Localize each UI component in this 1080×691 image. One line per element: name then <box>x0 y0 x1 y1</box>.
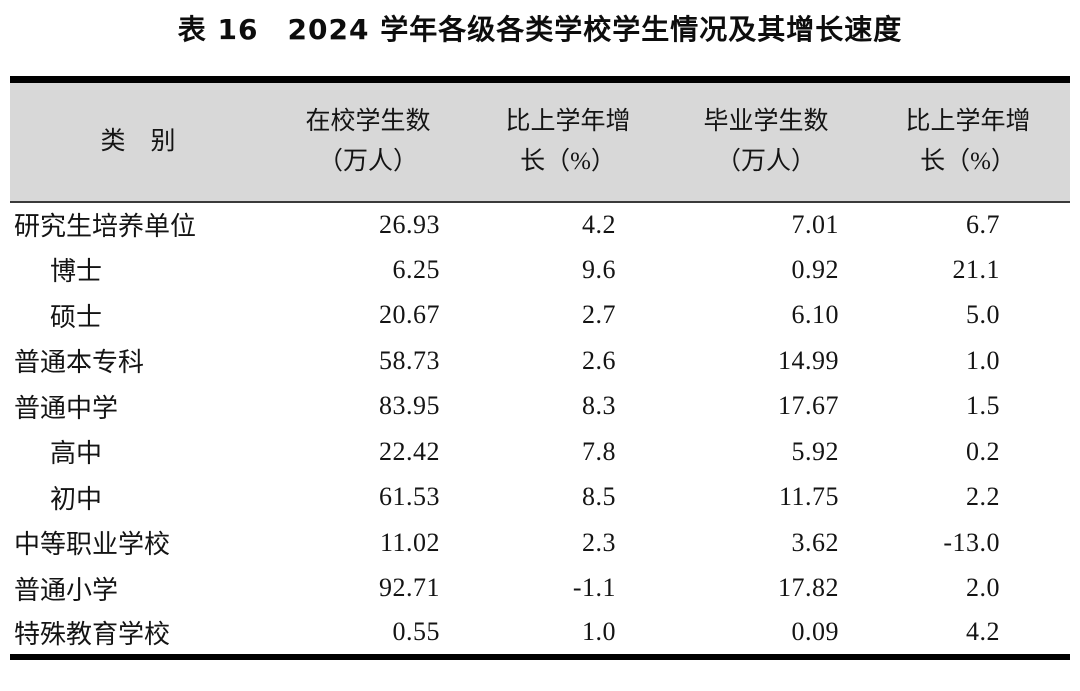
enrolled-growth-cell: 2.6 <box>582 345 616 375</box>
graduates-growth-cell: 2.0 <box>966 573 1000 603</box>
table-container: 类 别 在校学生数 （万人） 比上学年增 长（%） 毕业学生数 （万人） <box>10 76 1070 660</box>
category-cell: 初中 <box>50 484 103 514</box>
graduates-growth-cell: 21.1 <box>952 254 1000 284</box>
graduates-growth-cell: 5.0 <box>966 300 1000 330</box>
graduates-growth-cell: -13.0 <box>943 527 1000 557</box>
enrolled-cell: 6.25 <box>392 254 440 284</box>
category-cell: 研究生培养单位 <box>14 212 197 242</box>
students-statistics-table: 类 别 在校学生数 （万人） 比上学年增 长（%） 毕业学生数 （万人） <box>10 76 1070 660</box>
enrolled-growth-cell: 2.3 <box>582 527 616 557</box>
category-cell: 普通本专科 <box>14 348 145 378</box>
enrolled-cell: 58.73 <box>379 345 440 375</box>
enrolled-growth-cell: 7.8 <box>582 436 616 466</box>
graduates-growth-cell: 4.2 <box>966 617 1000 647</box>
graduates-cell: 7.01 <box>791 209 839 239</box>
header-row: 类 别 在校学生数 （万人） 比上学年增 长（%） 毕业学生数 （万人） <box>10 79 1070 203</box>
enrolled-cell: 61.53 <box>379 482 440 512</box>
category-cell: 普通小学 <box>14 575 119 605</box>
enrolled-growth-cell: -1.1 <box>572 573 616 603</box>
graduates-cell: 17.82 <box>778 573 839 603</box>
graduates-cell: 0.09 <box>791 617 839 647</box>
table-row: 硕士 20.67 2.7 6.10 5.0 <box>10 293 1070 339</box>
enrolled-growth-cell: 1.0 <box>582 617 616 647</box>
table-row: 普通小学 92.71 -1.1 17.82 2.0 <box>10 566 1070 612</box>
enrolled-cell: 20.67 <box>379 300 440 330</box>
header-category: 类 别 <box>10 79 266 203</box>
enrolled-growth-cell: 8.3 <box>582 391 616 421</box>
graduates-cell: 17.67 <box>778 391 839 421</box>
table-row: 初中 61.53 8.5 11.75 2.2 <box>10 475 1070 521</box>
enrolled-cell: 83.95 <box>379 391 440 421</box>
table-row: 普通中学 83.95 8.3 17.67 1.5 <box>10 384 1070 430</box>
table-row: 特殊教育学校 0.55 1.0 0.09 4.2 <box>10 611 1070 657</box>
category-cell: 博士 <box>50 257 103 287</box>
graduates-growth-cell: 2.2 <box>966 482 1000 512</box>
table-row: 研究生培养单位 26.93 4.2 7.01 6.7 <box>10 202 1070 248</box>
enrolled-growth-cell: 2.7 <box>582 300 616 330</box>
enrolled-growth-cell: 4.2 <box>582 209 616 239</box>
table-row: 博士 6.25 9.6 0.92 21.1 <box>10 247 1070 293</box>
table-row: 高中 22.42 7.8 5.92 0.2 <box>10 429 1070 475</box>
graduates-cell: 14.99 <box>778 345 839 375</box>
graduates-cell: 5.92 <box>791 436 839 466</box>
category-cell: 高中 <box>50 439 103 469</box>
graduates-growth-cell: 1.0 <box>966 345 1000 375</box>
graduates-cell: 6.10 <box>791 300 839 330</box>
header-category-label: 类 别 <box>100 127 176 155</box>
enrolled-cell: 22.42 <box>379 436 440 466</box>
category-cell: 特殊教育学校 <box>14 619 171 649</box>
graduates-cell: 0.92 <box>791 254 839 284</box>
header-graduates: 毕业学生数 （万人） <box>666 79 866 203</box>
graduates-cell: 11.75 <box>778 482 839 512</box>
enrolled-growth-cell: 9.6 <box>582 254 616 284</box>
graduates-growth-cell: 0.2 <box>966 436 1000 466</box>
graduates-growth-cell: 6.7 <box>966 209 1000 239</box>
enrolled-growth-cell: 8.5 <box>582 482 616 512</box>
enrolled-cell: 92.71 <box>379 573 440 603</box>
enrolled-cell: 0.55 <box>392 617 440 647</box>
table-title: 表 16 2024 学年各级各类学校学生情况及其增长速度 <box>177 13 903 46</box>
graduates-cell: 3.62 <box>791 527 839 557</box>
category-cell: 中等职业学校 <box>14 530 171 560</box>
header-enrolled-growth: 比上学年增 长（%） <box>470 79 666 203</box>
category-cell: 硕士 <box>50 302 103 332</box>
enrolled-cell: 26.93 <box>379 209 440 239</box>
category-cell: 普通中学 <box>14 393 119 423</box>
graduates-growth-cell: 1.5 <box>966 391 1000 421</box>
table-body: 研究生培养单位 26.93 4.2 7.01 6.7 博士 6.25 9.6 0… <box>10 202 1070 657</box>
table-header: 类 别 在校学生数 （万人） 比上学年增 长（%） 毕业学生数 （万人） <box>10 79 1070 203</box>
table-row: 普通本专科 58.73 2.6 14.99 1.0 <box>10 338 1070 384</box>
header-enrolled: 在校学生数 （万人） <box>266 79 470 203</box>
table-row: 中等职业学校 11.02 2.3 3.62 -13.0 <box>10 520 1070 566</box>
header-graduates-growth: 比上学年增 长（%） <box>866 79 1070 203</box>
enrolled-cell: 11.02 <box>379 527 440 557</box>
